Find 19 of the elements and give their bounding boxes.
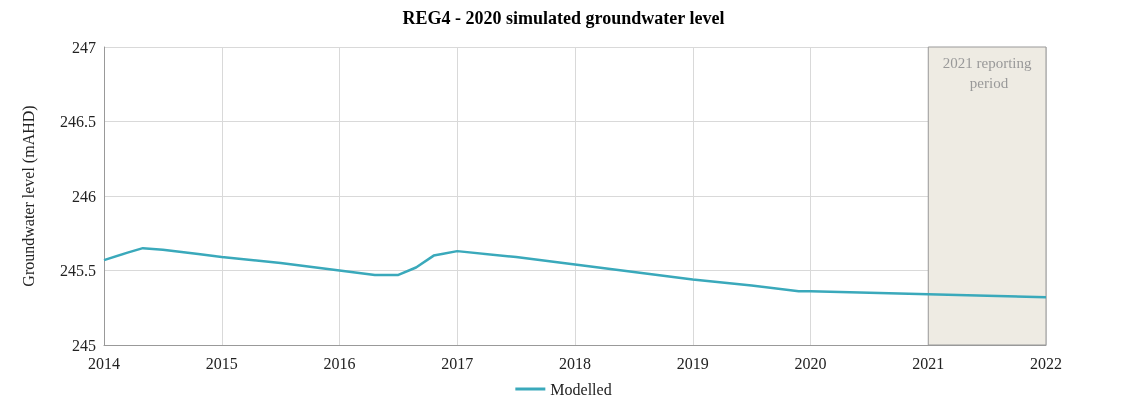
x-tick-label: 2017 [441, 354, 474, 372]
y-tick-label: 246 [72, 187, 96, 205]
line-series [102, 246, 1048, 299]
x-tick-label: 2016 [323, 354, 356, 372]
band-label: 2021 reporting period [942, 54, 1032, 91]
legend-label: Modelled [550, 380, 612, 398]
x-tick-label: 2019 [676, 354, 709, 372]
x-tick-label: 2021 [912, 354, 945, 372]
x-tick-label: 2015 [205, 354, 238, 372]
x-tick-label: 2022 [1030, 354, 1062, 372]
y-tick-label: 245.5 [60, 262, 96, 279]
y-tick-label: 247 [72, 38, 96, 56]
x-tick-label: 2018 [559, 354, 591, 372]
x-tick-label: 2014 [88, 354, 120, 372]
y-tick-label: 246.5 [60, 113, 96, 130]
y-axis-title: Groundwater level (mAHD) [19, 105, 38, 287]
chart-title: REG4 - 2020 simulated groundwater level [402, 8, 725, 28]
y-tick-label: 245 [72, 336, 96, 354]
x-tick-label: 2020 [794, 354, 827, 372]
